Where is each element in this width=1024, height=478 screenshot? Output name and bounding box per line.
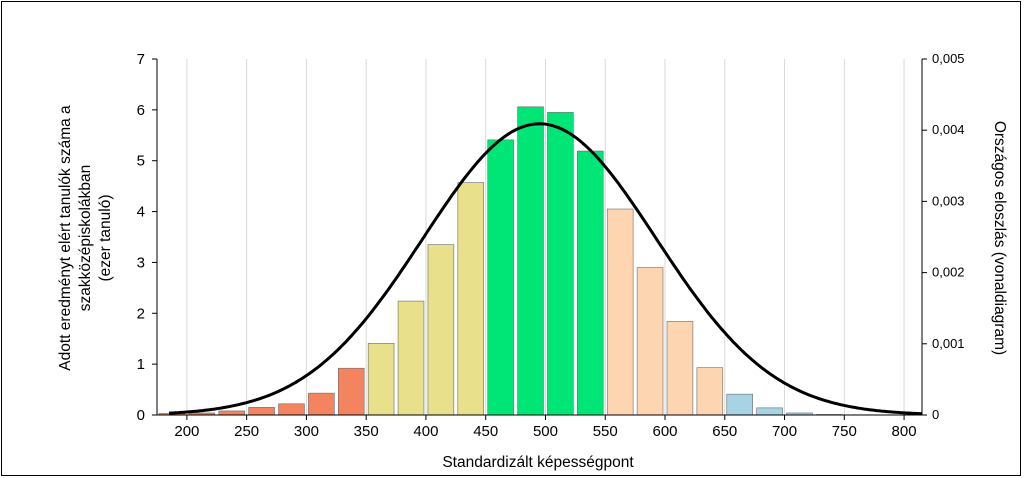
bar	[248, 407, 275, 416]
x-tick-label: 700	[772, 423, 797, 440]
y-tick-label: 0	[137, 407, 145, 424]
x-tick-label: 300	[294, 423, 319, 440]
y-tick-label: 1	[137, 356, 145, 373]
bar	[367, 342, 395, 416]
y-axis-label-line1: Adott eredményt elért tanulók száma a	[57, 105, 74, 371]
x-tick-label: 750	[832, 423, 857, 440]
x-tick-label: 250	[234, 423, 259, 440]
y2-tick-label: 0,003	[932, 193, 965, 208]
bar	[666, 321, 694, 416]
bar	[337, 367, 365, 416]
bar	[726, 393, 753, 416]
y2-tick-label: 0,004	[932, 122, 965, 137]
y-tick-label: 6	[137, 102, 145, 119]
bar	[636, 267, 664, 416]
x-tick-label: 450	[473, 423, 498, 440]
bar	[308, 392, 335, 416]
bar	[397, 300, 425, 416]
distribution-curve	[168, 122, 923, 416]
y2-tick-label: 0,001	[932, 336, 965, 351]
x-tick-label: 200	[174, 423, 199, 440]
bar	[278, 403, 305, 416]
x-tick-label: 550	[593, 423, 618, 440]
x-tick-label: 650	[712, 423, 737, 440]
y-tick-label: 7	[137, 51, 145, 68]
axes	[152, 58, 927, 420]
x-tick-label: 400	[413, 423, 438, 440]
y-axis-label-line2: szakközépiskolákban	[77, 165, 94, 311]
bar	[606, 208, 634, 416]
bar	[218, 410, 245, 416]
y-tick-label: 4	[137, 204, 145, 221]
grid	[186, 59, 905, 415]
bar	[487, 139, 514, 416]
x-tick-label: 600	[652, 423, 677, 440]
x-axis-label: Standardizált képességpont	[442, 454, 634, 471]
bar	[457, 182, 485, 416]
bar	[547, 112, 574, 416]
y-tick-label: 2	[137, 305, 145, 322]
y-tick-label: 5	[137, 153, 145, 170]
y-axis-label-line3: (ezer tanuló)	[97, 194, 114, 281]
bar	[756, 407, 783, 416]
x-tick-label: 800	[892, 423, 917, 440]
y2-tick-label: 0,002	[932, 265, 965, 280]
bar	[427, 244, 455, 416]
x-tick-label: 500	[533, 423, 558, 440]
y2-tick-label: 0	[932, 407, 939, 422]
bar	[696, 367, 724, 416]
bar	[517, 106, 544, 416]
y2-tick-label: 0,005	[932, 51, 965, 66]
bars-group	[158, 106, 873, 416]
tick-labels: 0 1 2 3 4 5 6 7 0 0,001 0,002 0,003 0,004 0,005 200 250…	[137, 51, 965, 440]
y-tick-label: 3	[137, 254, 145, 271]
y2-axis-label: Országos eloszlás (vonaldiagram)	[991, 121, 1008, 355]
bar	[577, 150, 604, 416]
x-tick-label: 350	[354, 423, 379, 440]
